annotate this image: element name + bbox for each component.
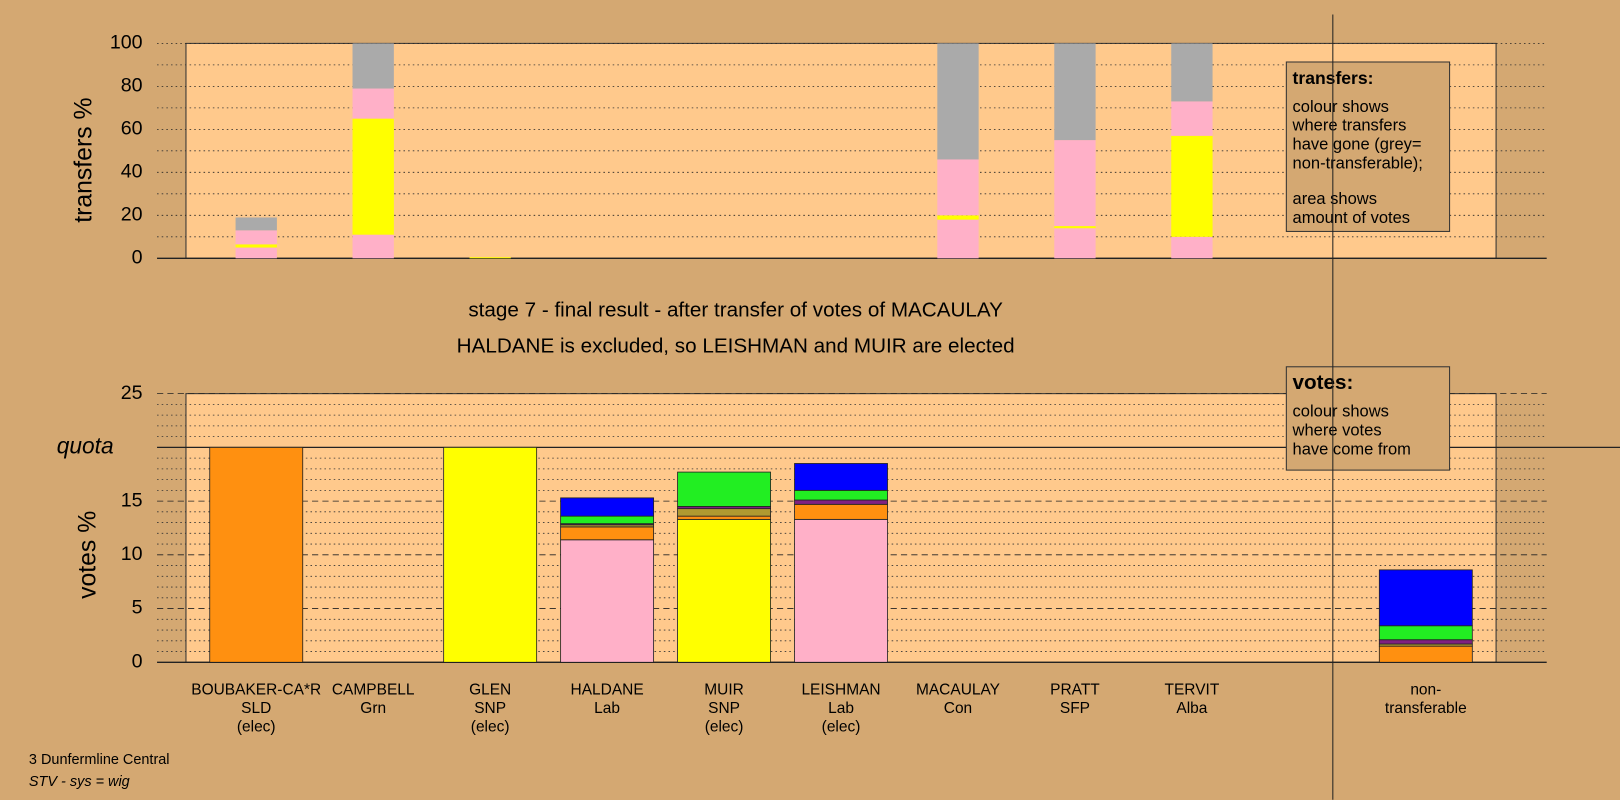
- bar-segment: [677, 471, 771, 507]
- y-tick-label: 0: [132, 246, 143, 268]
- bar-segment: [1054, 228, 1096, 259]
- bar-segment: [677, 508, 771, 517]
- legend-text: amount of votes: [1293, 208, 1411, 227]
- x-tick-label: Alba: [1176, 700, 1207, 717]
- bar-segment: [1378, 625, 1473, 641]
- bar-segment: [352, 43, 394, 89]
- x-tick-label: Grn: [360, 700, 386, 717]
- legend-box: [1285, 366, 1451, 471]
- y-tick-label: 25: [121, 382, 143, 404]
- x-tick-label: (elec): [705, 718, 744, 735]
- bar-segment: [937, 219, 979, 259]
- y-tick-label: 10: [121, 543, 143, 565]
- legend-text: colour shows: [1293, 97, 1389, 116]
- bar-segment: [794, 463, 888, 491]
- y-tick-label: 40: [121, 161, 143, 183]
- y-tick-label: 15: [121, 489, 143, 511]
- bar-segment: [1054, 226, 1096, 229]
- legend-title: votes:: [1293, 371, 1354, 394]
- legend-text: non-transferable);: [1293, 154, 1423, 173]
- x-tick-label: Lab: [594, 700, 620, 717]
- bar-segment: [443, 446, 538, 663]
- y-tick-label: 100: [110, 32, 143, 54]
- bar-segment: [560, 497, 655, 517]
- bar-segment: [1171, 43, 1213, 102]
- legend-text: have gone (grey=: [1293, 135, 1422, 154]
- y-tick-label: 20: [121, 204, 143, 226]
- x-tick-label: LEISHMAN: [801, 681, 880, 698]
- x-tick-label: SNP: [474, 700, 506, 717]
- bar-segment: [677, 518, 771, 663]
- bar-segment: [235, 247, 277, 259]
- bar-segment: [1378, 639, 1473, 645]
- bar-segment: [352, 88, 394, 119]
- x-tick-label: (elec): [237, 718, 276, 735]
- x-tick-label: SNP: [708, 700, 740, 717]
- x-tick-label: Lab: [828, 700, 854, 717]
- bar-segment: [469, 257, 511, 259]
- x-tick-label: SLD: [241, 700, 271, 717]
- bar-segment: [1171, 101, 1213, 136]
- bar-segment: [1378, 645, 1473, 663]
- y-tick-label: 60: [121, 118, 143, 140]
- chart-subtitle: HALDANE is excluded, so LEISHMAN and MUI…: [457, 335, 1015, 358]
- x-tick-label: MACAULAY: [916, 681, 1000, 698]
- x-tick-label: PRATT: [1050, 681, 1100, 698]
- y-tick-label: 0: [132, 650, 143, 672]
- legend-text: where votes: [1292, 421, 1382, 440]
- x-tick-label: GLEN: [469, 681, 511, 698]
- x-tick-label: (elec): [471, 718, 510, 735]
- x-tick-label: transferable: [1385, 700, 1467, 717]
- bar-segment: [794, 518, 888, 663]
- legend-text: area shows: [1293, 189, 1377, 208]
- bar-segment: [794, 503, 888, 520]
- x-tick-label: non-: [1410, 681, 1441, 698]
- bar-segment: [794, 489, 888, 501]
- bar-segment: [794, 499, 888, 505]
- bar-segment: [937, 159, 979, 216]
- x-tick-label: HALDANE: [571, 681, 644, 698]
- bar-segment: [235, 244, 277, 248]
- legend-text: where transfers: [1292, 116, 1407, 135]
- bar-segment: [560, 539, 655, 663]
- legend-box: [1285, 61, 1451, 232]
- bar-segment: [352, 118, 394, 235]
- x-tick-label: MUIR: [704, 681, 744, 698]
- bar-segment: [352, 234, 394, 259]
- x-tick-label: BOUBAKER-CA*R: [191, 681, 321, 698]
- bar-segment: [1171, 236, 1213, 259]
- bar-segment: [937, 43, 979, 160]
- x-tick-label: TERVIT: [1165, 681, 1220, 698]
- x-tick-label: CAMPBELL: [332, 681, 415, 698]
- x-tick-label: (elec): [822, 718, 861, 735]
- legend-text: colour shows: [1293, 402, 1389, 421]
- bar-segment: [560, 526, 655, 541]
- bar-segment: [1054, 140, 1096, 227]
- bar-segment: [937, 215, 979, 220]
- y-axis-label: votes %: [74, 511, 101, 599]
- y-axis-label: transfers %: [70, 97, 97, 222]
- bar-segment: [235, 217, 277, 231]
- legend-text: have come from: [1293, 439, 1411, 458]
- y-tick-label: 5: [132, 597, 143, 619]
- canvas: stage 7 - final result - after transfer …: [29, 14, 1620, 800]
- bar-segment: [677, 515, 771, 520]
- bar-segment: [560, 515, 655, 525]
- footer-text: STV - sys = wig: [29, 774, 130, 790]
- y-tick-label: 80: [121, 75, 143, 97]
- x-tick-label: Con: [944, 700, 972, 717]
- bar-segment: [1054, 43, 1096, 141]
- bar-segment: [209, 446, 304, 663]
- chart-title: stage 7 - final result - after transfer …: [468, 298, 1003, 321]
- bar-segment: [235, 230, 277, 245]
- bar-segment: [1171, 135, 1213, 237]
- y-tick-label: quota: [57, 432, 114, 458]
- footer-text: 3 Dunfermline Central: [29, 752, 170, 768]
- x-tick-label: SFP: [1060, 700, 1090, 717]
- bar-segment: [1378, 569, 1473, 627]
